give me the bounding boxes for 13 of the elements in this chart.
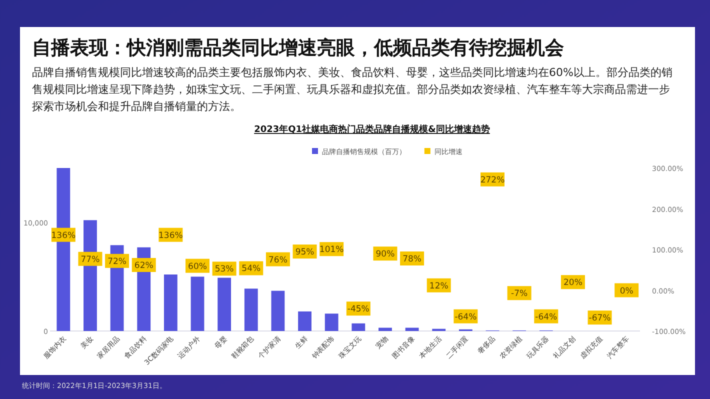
bar	[378, 328, 392, 331]
bar	[190, 276, 204, 331]
bar	[298, 311, 312, 331]
text: 2023年Q1社媒电商热门品类品牌自播规模&同比增速趋势	[254, 124, 490, 135]
bar	[164, 274, 178, 331]
chart-subtitle: 品牌自播销售规模同比增速较高的品类主要包括服饰内衣、美妆、食品饮料、母婴，这些品类同比增速均在60%以上。部分品类的销售规模同比增速呈现下降趋势，如珠宝文玩、二手闲置、玩具乐器和虚拟充值。部分品类如农资绿植、汽车整车等大宗商品需进一步探索市场机会和提升品牌自播销量的方法。	[32, 66, 672, 113]
bar	[244, 288, 258, 331]
chart-title: 自播表现：快消刚需品类同比增速亮眼，低频品类有待挖掘机会	[32, 37, 565, 59]
bar	[405, 328, 419, 331]
bar	[324, 314, 338, 331]
bar	[271, 290, 285, 331]
bar	[352, 323, 366, 331]
bar	[218, 278, 232, 331]
